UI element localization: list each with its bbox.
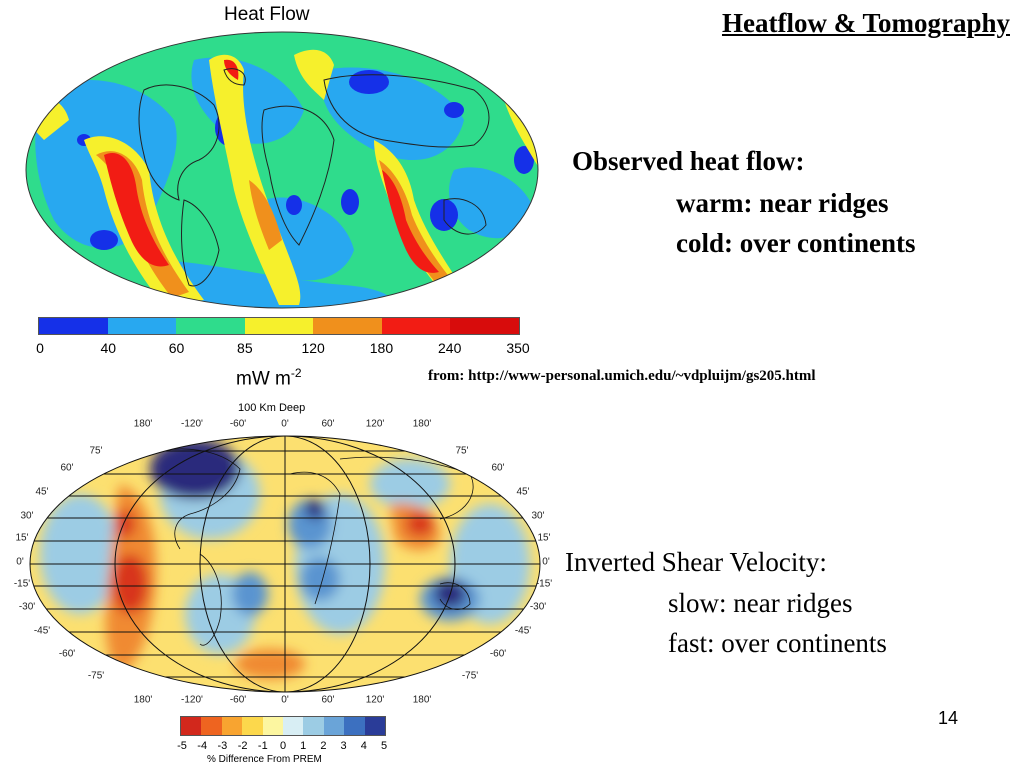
latitude-label-left: -75' xyxy=(87,670,105,682)
latitude-label-right: 0' xyxy=(542,556,550,568)
heat-colorbar-tick-label: 350 xyxy=(506,340,530,356)
tomo-colorbar-tick-label: 1 xyxy=(300,740,307,752)
heat-colorbar-tick-label: 40 xyxy=(100,340,117,356)
heat-colorbar-segment xyxy=(313,318,382,334)
heat-colorbar-segment xyxy=(107,318,177,334)
heat-colorbar-tick-label: 0 xyxy=(36,340,44,356)
tomo-colorbar-tick-label: 2 xyxy=(320,740,327,752)
heat-colorbar-tick-label: 120 xyxy=(301,340,325,356)
heat-continent-outlines xyxy=(138,68,490,287)
longitude-label-top: -120' xyxy=(181,418,203,430)
heat-flow-heading: Observed heat flow: xyxy=(572,146,805,176)
tomo-colorbar-tick-label: 3 xyxy=(340,740,347,752)
longitude-label-top: 0' xyxy=(281,418,289,430)
heat-colorbar-segment xyxy=(450,318,520,334)
slide-title: Heatflow & Tomography xyxy=(721,8,1010,38)
tomo-graticule xyxy=(30,436,540,692)
tomo-dark-regions xyxy=(150,439,466,608)
tomo-colorbar-tick-label: 4 xyxy=(360,740,367,752)
shear-velocity-map xyxy=(29,435,541,693)
latitude-label-left: 75' xyxy=(89,445,103,457)
heat-flow-map xyxy=(25,31,539,309)
longitude-label-top: 120' xyxy=(365,418,385,430)
longitude-label-bottom: 60' xyxy=(321,694,335,706)
heat-colorbar-tick-label: 180 xyxy=(369,340,394,356)
longitude-label-bottom: 0' xyxy=(281,694,289,706)
page-number: 14 xyxy=(938,708,959,728)
latitude-label-left: -60' xyxy=(58,648,76,660)
latitude-label-right: 75' xyxy=(455,445,469,457)
longitude-label-bottom: -60' xyxy=(229,694,247,706)
latitude-label-left: -15' xyxy=(13,578,31,590)
longitude-label-top: 180' xyxy=(133,418,153,430)
heat-colorbar-tick-label: 85 xyxy=(237,340,253,356)
tomo-colorbar-tick-label: -1 xyxy=(257,740,268,752)
latitude-label-left: 15' xyxy=(15,532,29,544)
longitude-label-top: 180' xyxy=(412,418,432,430)
latitude-label-right: -75' xyxy=(461,670,479,682)
tomo-colorbar-tick-label: -5 xyxy=(177,740,187,752)
shear-velocity-heading: Inverted Shear Velocity: xyxy=(565,547,827,577)
heat-flow-unit-exponent: -2 xyxy=(290,366,302,380)
tomo-colorbar-tick-label: -3 xyxy=(217,740,228,752)
tomo-colorbar-segment xyxy=(181,717,202,735)
longitude-label-bottom: -120' xyxy=(181,694,203,706)
tomo-colorbar-segment xyxy=(344,717,365,735)
heat-flow-unit-text: mW m xyxy=(236,368,291,390)
shear-velocity-unit: % Difference From PREM xyxy=(207,754,322,765)
latitude-label-left: -30' xyxy=(18,601,36,613)
heat-colorbar-segment xyxy=(176,318,245,334)
longitude-label-top: -60' xyxy=(229,418,247,430)
heat-flow-unit: mW m-2 xyxy=(236,366,302,390)
heat-flow-colorbar xyxy=(38,317,520,335)
longitude-label-bottom: 180' xyxy=(133,694,153,706)
tomo-colorbar-segment xyxy=(323,717,345,735)
tomography-map-title: 100 Km Deep xyxy=(238,402,306,414)
heat-flow-cold-note: cold: over continents xyxy=(676,228,916,258)
heat-colorbar-tick-label: 240 xyxy=(438,340,462,356)
tomo-colorbar-tick-label: 5 xyxy=(380,740,388,752)
heat-colorbar-segment xyxy=(39,318,108,334)
tomo-colorbar-tick-label: -4 xyxy=(197,740,208,752)
latitude-label-right: -30' xyxy=(529,601,547,613)
tomo-colorbar-segment xyxy=(303,717,324,735)
longitude-label-top: 60' xyxy=(321,418,335,430)
heat-flow-warm-note: warm: near ridges xyxy=(676,188,889,218)
tomo-colorbar-segment xyxy=(262,717,284,735)
latitude-label-right: 30' xyxy=(531,510,545,522)
latitude-label-right: -45' xyxy=(514,625,532,637)
tomo-colorbar-tick-label: 0 xyxy=(279,740,287,752)
tomo-colorbar-segment xyxy=(221,717,243,735)
longitude-label-bottom: 180' xyxy=(412,694,432,706)
latitude-label-left: 30' xyxy=(20,510,34,522)
longitude-label-bottom: 120' xyxy=(365,694,385,706)
shear-velocity-fast-note: fast: over continents xyxy=(668,628,887,658)
latitude-label-right: 15' xyxy=(537,532,551,544)
latitude-label-left: 60' xyxy=(60,462,74,474)
shear-velocity-slow-note: slow: near ridges xyxy=(668,588,853,618)
heat-colorbar-segment xyxy=(381,318,451,334)
source-citation: from: http://www-personal.umich.edu/~vdp… xyxy=(428,368,816,384)
latitude-label-left: -45' xyxy=(33,625,51,637)
latitude-label-right: -60' xyxy=(489,648,507,660)
heat-colorbar-segment xyxy=(244,318,314,334)
heat-colorbar-tick-label: 60 xyxy=(168,340,185,356)
latitude-label-right: 60' xyxy=(491,462,505,474)
shear-velocity-colorbar xyxy=(180,716,386,736)
latitude-label-right: -15' xyxy=(535,578,553,590)
latitude-label-left: 0' xyxy=(16,556,24,568)
latitude-label-right: 45' xyxy=(516,486,530,498)
tomo-colorbar-segment xyxy=(201,717,222,735)
tomo-colorbar-segment xyxy=(364,717,386,735)
tomo-colorbar-tick-label: -2 xyxy=(237,740,248,752)
tomo-colorbar-segment xyxy=(242,717,263,735)
heat-red-bands xyxy=(104,59,439,273)
heat-flow-map-title: Heat Flow xyxy=(224,4,310,25)
latitude-label-left: 45' xyxy=(35,486,49,498)
tomo-colorbar-segment xyxy=(283,717,304,735)
